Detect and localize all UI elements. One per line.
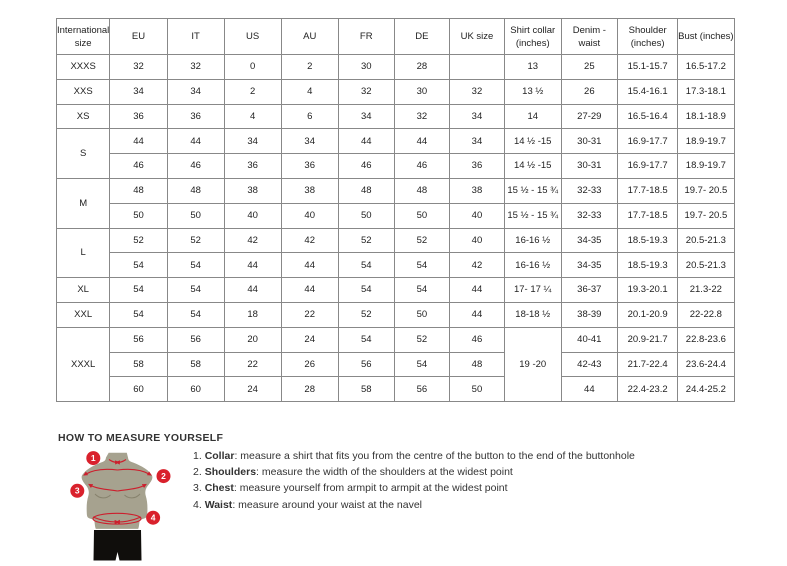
- svg-text:4: 4: [151, 513, 156, 523]
- svg-text:3: 3: [75, 486, 80, 496]
- svg-text:2: 2: [161, 471, 166, 481]
- svg-text:1: 1: [91, 453, 96, 463]
